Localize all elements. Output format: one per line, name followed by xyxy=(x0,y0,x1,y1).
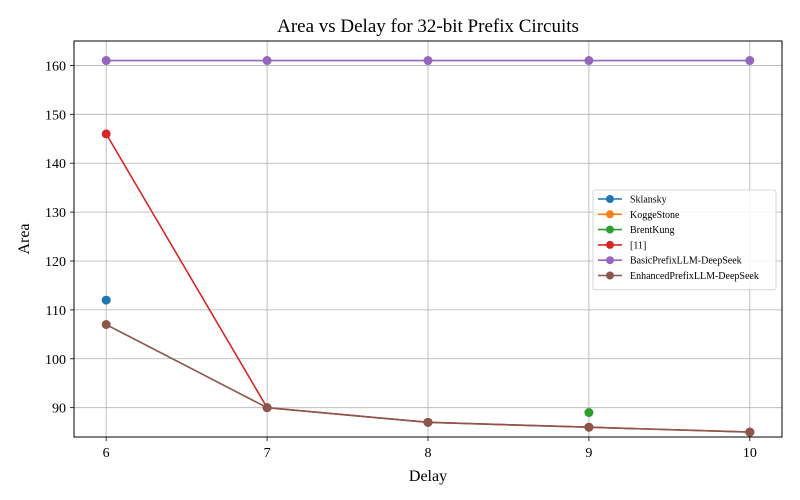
data-point xyxy=(101,320,111,330)
data-point xyxy=(745,427,755,437)
data-point xyxy=(423,417,433,427)
x-tick-label: 6 xyxy=(103,446,110,461)
data-point xyxy=(262,56,272,66)
data-point xyxy=(423,56,433,66)
series-0 xyxy=(101,295,111,305)
chart-title: Area vs Delay for 32-bit Prefix Circuits xyxy=(277,16,579,37)
y-axis-label: Area xyxy=(16,223,33,254)
series-5 xyxy=(101,320,755,437)
data-point xyxy=(584,422,594,432)
y-tick-label: 140 xyxy=(45,157,66,172)
legend-label: [11] xyxy=(630,240,646,251)
data-point xyxy=(101,295,111,305)
legend-marker xyxy=(606,240,614,249)
y-tick-label: 100 xyxy=(45,353,66,368)
legend-item: BrentKung xyxy=(598,225,674,236)
y-tick-label: 150 xyxy=(45,108,66,123)
legend-marker xyxy=(606,256,614,265)
axis-ticks: 6 7 8 9 10 90 100 110 120 130 140 150 160 xyxy=(45,59,757,461)
data-point xyxy=(262,403,272,413)
x-tick-label: 9 xyxy=(585,446,592,461)
series-2 xyxy=(584,408,594,418)
legend-marker xyxy=(606,271,614,280)
x-axis-label: Delay xyxy=(409,468,447,485)
series-4 xyxy=(101,56,755,66)
legend-label: EnhancedPrefixLLM-DeepSeek xyxy=(630,271,759,282)
data-point xyxy=(584,408,594,418)
y-tick-label: 90 xyxy=(52,402,66,417)
legend: Sklansky KoggeStone BrentKung [11] BasicPref… xyxy=(592,189,777,291)
data-point xyxy=(584,56,594,66)
legend-item: KoggeStone xyxy=(598,210,680,221)
legend-marker xyxy=(606,210,614,219)
legend-label: BrentKung xyxy=(630,225,674,236)
y-tick-label: 130 xyxy=(45,206,66,221)
y-tick-label: 120 xyxy=(45,255,66,270)
legend-item: BasicPrefixLLM-DeepSeek xyxy=(598,256,742,267)
data-point xyxy=(101,129,111,139)
x-tick-label: 10 xyxy=(743,446,757,461)
legend-marker xyxy=(606,225,614,234)
data-point xyxy=(745,56,755,66)
x-tick-label: 8 xyxy=(425,446,432,461)
legend-item: Sklansky xyxy=(598,195,667,206)
x-tick-label: 7 xyxy=(264,446,271,461)
y-tick-label: 160 xyxy=(45,59,66,74)
series-group xyxy=(101,56,755,437)
legend-item: EnhancedPrefixLLM-DeepSeek xyxy=(598,271,759,282)
legend-label: BasicPrefixLLM-DeepSeek xyxy=(630,256,742,267)
y-tick-label: 110 xyxy=(46,304,66,319)
legend-label: Sklansky xyxy=(630,195,667,206)
legend-box xyxy=(592,189,777,291)
legend-item: [11] xyxy=(598,240,646,251)
legend-label: KoggeStone xyxy=(630,210,680,221)
legend-marker xyxy=(606,195,614,203)
data-point xyxy=(101,56,111,66)
